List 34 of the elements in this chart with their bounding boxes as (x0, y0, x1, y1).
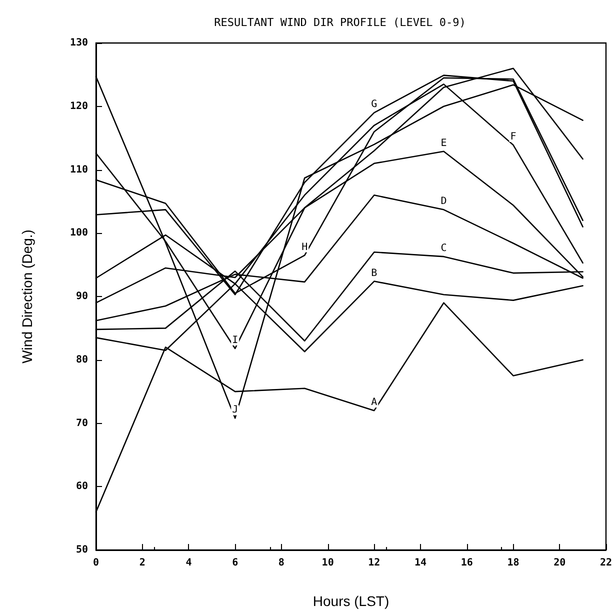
series-label: C (440, 243, 447, 254)
x-tick-label: 2 (139, 558, 146, 568)
series-label: A (371, 397, 378, 408)
y-tick-label: 60 (76, 481, 88, 492)
x-tick-label: 6 (232, 558, 238, 568)
series-label: I (232, 334, 238, 346)
y-tick-label: 70 (76, 418, 88, 429)
x-tick-label: 4 (186, 558, 192, 568)
x-tick-label: 8 (278, 558, 284, 568)
y-tick-label: 110 (70, 164, 88, 176)
series-label: J (232, 404, 238, 416)
y-tick-label: 90 (76, 291, 88, 302)
x-tick-label: 20 (554, 558, 566, 568)
x-axis-title: Hours (LST) (312, 593, 390, 609)
x-tick-label: 14 (414, 558, 427, 568)
y-tick-label: 50 (76, 544, 88, 556)
series-label: D (440, 196, 447, 208)
series-label: G (371, 99, 378, 110)
x-tick-label: 12 (368, 558, 380, 568)
y-tick-label: 130 (70, 38, 88, 48)
chart-title: RESULTANT WIND DIR PROFILE (LEVEL 0-9) (214, 16, 466, 29)
series-label: F (510, 132, 516, 143)
y-tick-label: 120 (70, 100, 88, 112)
y-axis-title: Wind Direction (Deg.) (19, 230, 35, 364)
x-tick-label: 22 (600, 558, 612, 568)
x-tick-label: 10 (322, 558, 334, 568)
series-label: B (371, 268, 378, 279)
x-tick-label: 18 (507, 558, 520, 568)
series-label: H (302, 242, 308, 253)
x-tick-label: 16 (460, 558, 473, 568)
series-label: E (440, 138, 447, 149)
y-tick-label: 80 (76, 354, 88, 366)
y-tick-label: 100 (70, 228, 88, 239)
x-tick-label: 0 (92, 558, 100, 568)
